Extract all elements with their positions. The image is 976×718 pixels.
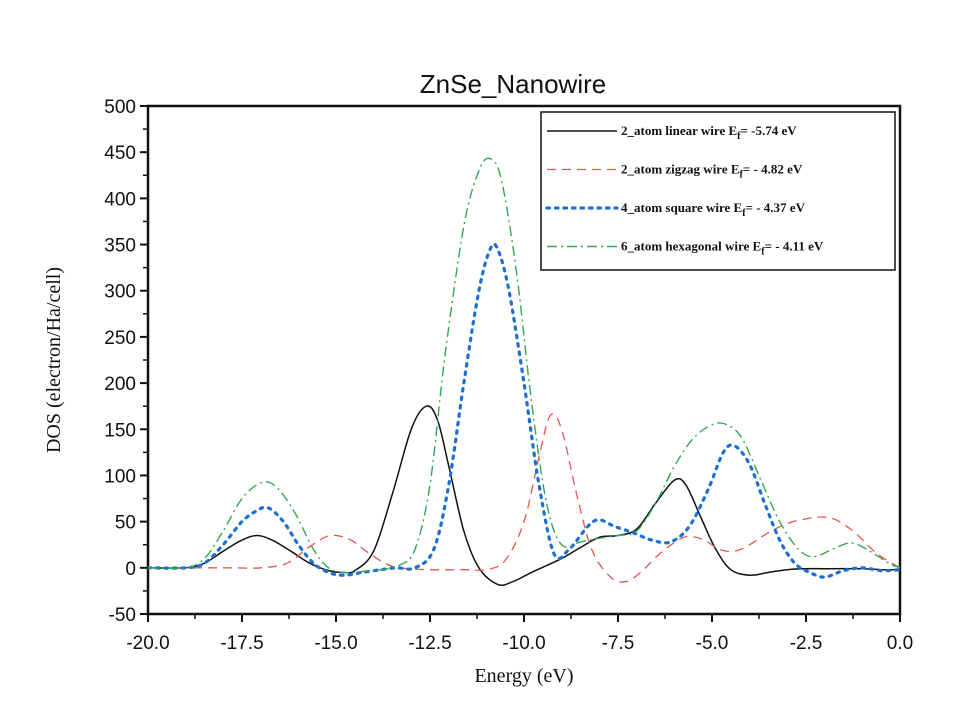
y-tick-label: 150 — [104, 420, 136, 441]
y-axis-label: DOS (electron/Ha/cell) — [43, 267, 65, 453]
x-tick-label: 0.0 — [887, 633, 913, 654]
x-tick-label: -20.0 — [126, 633, 169, 654]
x-tick-label: -10.0 — [502, 633, 545, 654]
legend: 2_atom linear wire Ef= -5.74 eV 2_atom zi… — [540, 111, 896, 271]
legend-box — [540, 111, 896, 271]
series-line-2 — [146, 242, 902, 579]
y-tick-label: 0 — [125, 559, 136, 580]
y-tick-label: 450 — [104, 143, 136, 164]
x-axis: -20.0 -17.5 -15.0 -12.5 -10.0 -7.5 -5.0 -2.5 0.0 — [126, 614, 913, 654]
legend-entry-1: 2_atom zigzag wire Ef= - 4.82 eV — [621, 162, 803, 181]
legend-entry-2: 4_atom square wire Ef= - 4.37 eV — [621, 200, 806, 219]
x-tick-label: -5.0 — [696, 633, 729, 654]
y-tick-label: -50 — [109, 605, 136, 626]
y-tick-label: 400 — [104, 189, 136, 210]
x-tick-label: -15.0 — [314, 633, 357, 654]
x-axis-label: Energy (eV) — [474, 665, 573, 687]
x-tick-label: -2.5 — [790, 633, 823, 654]
series-line-3 — [147, 157, 901, 574]
legend-entry-0: 2_atom linear wire Ef= -5.74 eV — [621, 123, 797, 142]
y-axis: -50 0 50 100 150 200 250 300 350 400 450 500 — [104, 97, 148, 626]
series-line-0 — [147, 405, 901, 587]
x-tick-label: -12.5 — [408, 633, 451, 654]
y-tick-label: 300 — [104, 282, 136, 303]
chart-title: ZnSe_Nanowire — [420, 69, 606, 99]
y-tick-label: 350 — [104, 236, 136, 257]
y-tick-label: 250 — [104, 328, 136, 349]
y-tick-label: 50 — [115, 513, 136, 534]
y-tick-label: 100 — [104, 466, 136, 487]
y-tick-label: 500 — [104, 97, 136, 118]
legend-entry-3: 6_atom hexagonal wire Ef= - 4.11 eV — [621, 239, 824, 258]
x-tick-label: -7.5 — [602, 633, 635, 654]
y-tick-label: 200 — [104, 374, 136, 395]
x-tick-label: -17.5 — [220, 633, 263, 654]
series-line-1 — [148, 413, 901, 583]
series-group — [146, 157, 902, 587]
